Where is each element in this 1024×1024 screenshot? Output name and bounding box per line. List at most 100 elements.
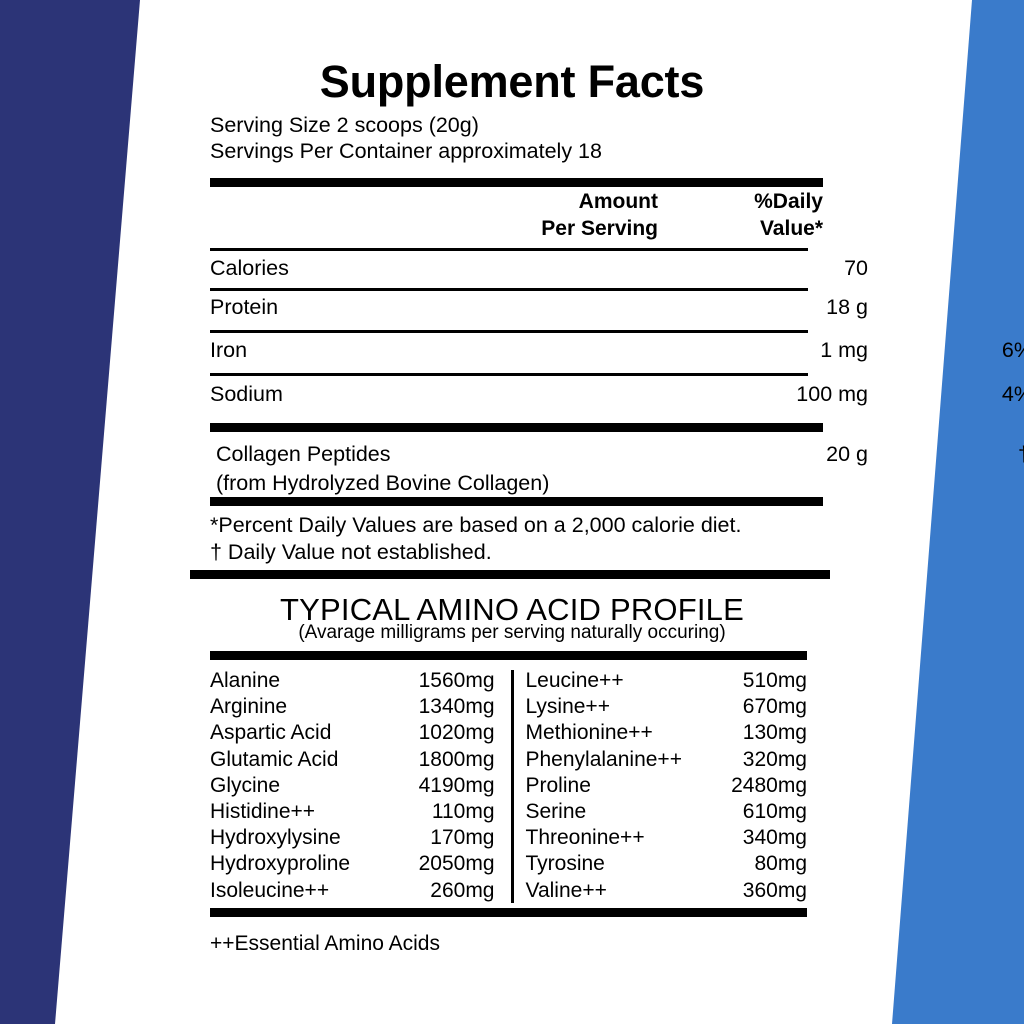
rule-row-separator [210, 330, 808, 333]
amino-row: Hydroxylysine 170mg [210, 825, 495, 851]
amino-name: Glutamic Acid [210, 747, 339, 771]
collagen-dv-dagger: † [900, 440, 1024, 469]
amino-value: 260mg [430, 878, 495, 902]
table-row-protein: Protein 18 g [210, 295, 868, 335]
amino-row: Tyrosine 80mg [526, 851, 808, 877]
amino-name: Hydroxyproline [210, 852, 351, 876]
amino-row: Proline 2480mg [526, 773, 808, 799]
amino-row: Valine++ 360mg [526, 878, 808, 904]
footnote-daily-values: *Percent Daily Values are based on a 2,0… [210, 513, 742, 537]
rule-above-collagen [210, 423, 823, 432]
amino-value: 2480mg [731, 773, 807, 797]
left-navy-wedge-decoration [0, 0, 160, 1024]
amino-value: 80mg [754, 852, 807, 876]
table-row-sodium: Sodium 100 mg 4% [210, 382, 1024, 422]
amino-row: Methionine++ 130mg [526, 720, 808, 746]
column-header-amount-line2: Per Serving [541, 217, 658, 240]
amino-name: Alanine [210, 669, 281, 692]
amino-row: Glutamic Acid 1800mg [210, 747, 495, 773]
rule-table-top [210, 178, 823, 187]
amino-value: 130mg [742, 721, 807, 745]
amino-name: Lysine++ [525, 695, 610, 719]
amino-row: Threonine++ 340mg [526, 825, 808, 851]
amino-row: Hydroxyproline 2050mg [210, 851, 495, 877]
panel-title: Supplement Facts [319, 56, 705, 107]
amino-row: Serine 610mg [526, 799, 808, 825]
amino-name: Leucine++ [525, 669, 624, 692]
rule-amino-table-top [210, 651, 807, 660]
amino-row: Lysine++ 670mg [526, 694, 808, 720]
rule-row-separator [210, 373, 808, 376]
amino-value: 1340mg [418, 695, 495, 719]
amino-name: Valine++ [525, 878, 607, 902]
amino-profile-subtitle: (Avarage milligrams per serving naturall… [298, 622, 726, 643]
amino-name: Methionine++ [525, 721, 653, 745]
amino-value: 320mg [742, 747, 807, 771]
amino-name: Tyrosine [525, 852, 605, 876]
amino-row: Arginine 1340mg [210, 694, 495, 720]
rule-below-collagen [210, 497, 823, 506]
serving-size: Serving Size 2 scoops (20g) [210, 113, 479, 137]
amino-name: Phenylalanine++ [525, 747, 682, 771]
amino-value: 2050mg [418, 852, 495, 876]
amino-name: Histidine++ [210, 800, 316, 824]
amino-name: Serine [525, 800, 587, 824]
amino-row: Aspartic Acid 1020mg [210, 720, 495, 746]
amino-value: 110mg [431, 800, 495, 824]
amino-value: 510mg [742, 669, 807, 692]
amino-value: 1560mg [418, 669, 495, 692]
amino-name: Glycine [210, 773, 281, 797]
column-header-daily-value: %Daily Value* [690, 188, 823, 242]
table-row-iron: Iron 1 mg 6% [210, 338, 1024, 378]
essential-amino-acids-note: ++Essential Amino Acids [210, 932, 440, 955]
right-blue-wedge-decoration [864, 0, 1024, 1024]
nutrient-amount: 18 g [826, 295, 868, 319]
collagen-source: (from Hydrolyzed Bovine Collagen) [216, 471, 550, 495]
nutrient-amount: 1 mg [820, 338, 868, 362]
nutrient-amount: 70 [844, 256, 868, 280]
amino-value: 1800mg [418, 747, 495, 771]
amino-name: Hydroxylysine [210, 826, 341, 850]
footnote-dagger: † Daily Value not established. [210, 540, 492, 564]
column-header-amount-line1: Amount [578, 190, 658, 213]
amino-name: Isoleucine++ [210, 878, 330, 902]
amino-value: 4190mg [418, 773, 495, 797]
amino-value: 670mg [742, 695, 807, 719]
amino-row: Leucine++ 510mg [526, 668, 808, 694]
rule-above-amino-profile [190, 570, 830, 579]
amino-name: Proline [525, 773, 591, 797]
column-header-amount-per-serving: Amount Per Serving [420, 188, 658, 242]
collagen-name: Collagen Peptides [216, 442, 391, 466]
rule-row-separator [210, 288, 808, 291]
amino-value: 1020mg [418, 721, 495, 745]
amino-column-divider [511, 670, 514, 903]
column-header-dv-line2: Value* [759, 217, 823, 240]
rule-amino-table-bottom [210, 908, 807, 917]
nutrient-name: Protein [210, 295, 279, 319]
column-header-dv-line1: %Daily [754, 190, 823, 213]
serving-info: Serving Size 2 scoops (20g) Servings Per… [210, 112, 830, 164]
servings-per-container: Servings Per Container approximately 18 [210, 139, 602, 163]
table-row-calories: Calories 70 [210, 256, 868, 296]
amino-value: 360mg [742, 878, 807, 902]
amino-name: Threonine++ [525, 826, 645, 850]
nutrient-dv: 4% [1001, 382, 1024, 406]
amino-row: Histidine++ 110mg [210, 799, 495, 825]
amino-value: 170mg [430, 826, 495, 850]
collagen-amount: 20 g [826, 442, 868, 466]
amino-acid-table: Alanine 1560mg Arginine 1340mg Aspartic … [210, 668, 807, 904]
nutrient-name: Sodium [210, 382, 283, 406]
amino-profile-title: TYPICAL AMINO ACID PROFILE [280, 592, 744, 627]
nutrient-name: Iron [210, 338, 248, 362]
amino-column-left: Alanine 1560mg Arginine 1340mg Aspartic … [210, 668, 509, 904]
amino-column-right: Leucine++ 510mg Lysine++ 670mg Methionin… [509, 668, 808, 904]
amino-row: Isoleucine++ 260mg [210, 878, 495, 904]
amino-row: Glycine 4190mg [210, 773, 495, 799]
amino-name: Aspartic Acid [210, 721, 332, 745]
amino-name: Arginine [210, 695, 288, 719]
nutrient-amount: 100 mg [796, 382, 868, 406]
amino-value: 610mg [742, 800, 807, 824]
amino-value: 340mg [742, 826, 807, 850]
